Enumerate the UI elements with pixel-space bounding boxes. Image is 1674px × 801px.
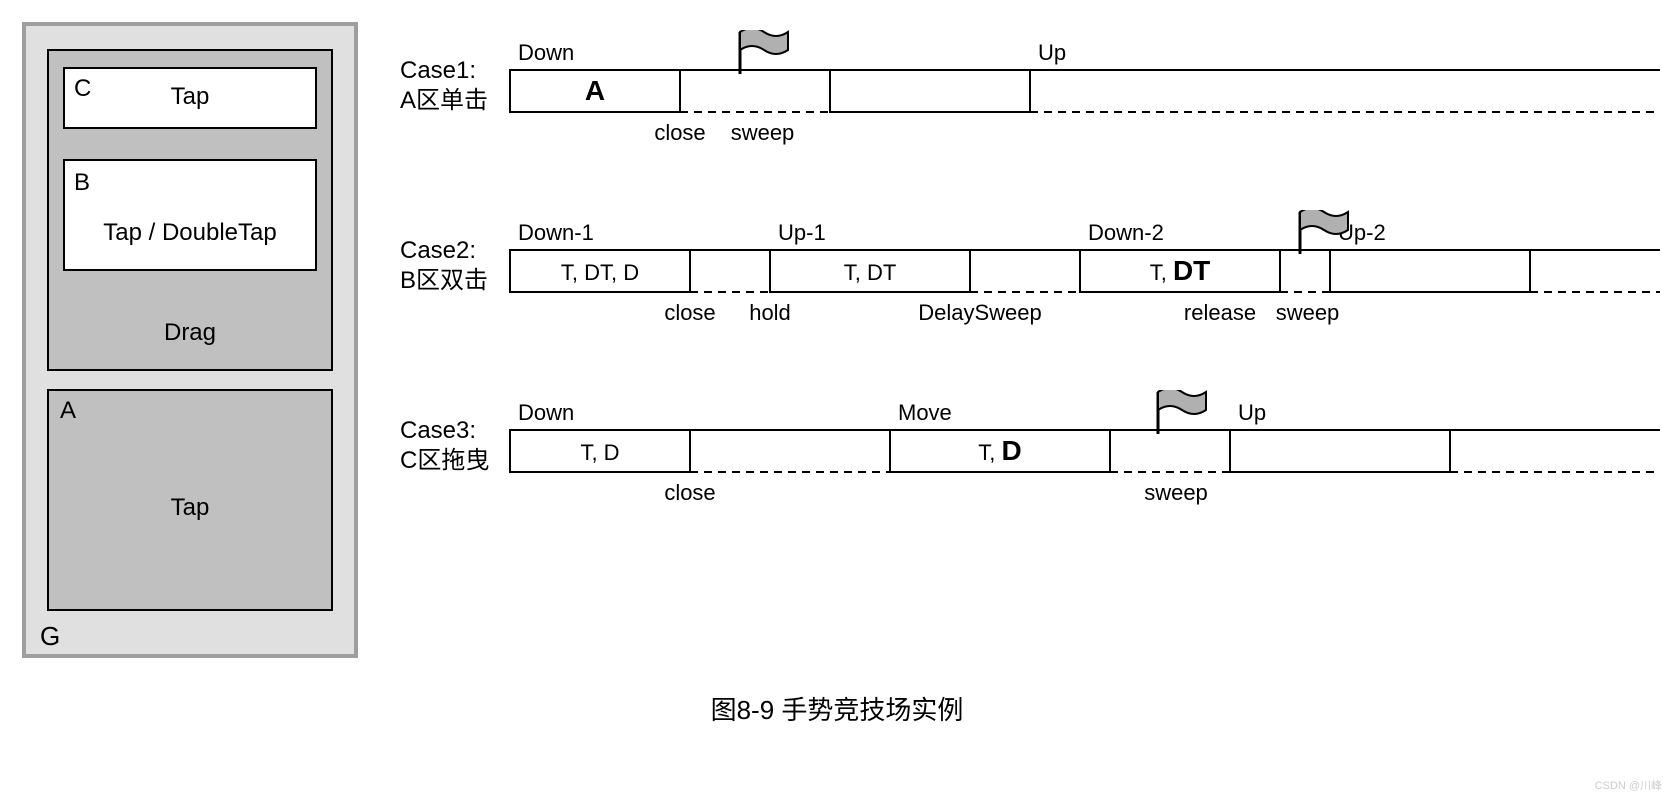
watermark: CSDN @川峰: [1595, 777, 1662, 793]
timeline-case3: Case3:C区拖曳DownT, DMoveT, DUpclosesweep: [400, 390, 1660, 520]
svg-text:sweep: sweep: [731, 120, 795, 145]
svg-text:B区双击: B区双击: [400, 267, 488, 294]
svg-text:G: G: [40, 621, 60, 651]
svg-text:A: A: [60, 397, 76, 424]
svg-text:close: close: [664, 300, 715, 325]
svg-text:sweep: sweep: [1276, 300, 1340, 325]
svg-text:hold: hold: [749, 300, 791, 325]
svg-text:C区拖曳: C区拖曳: [400, 447, 489, 474]
svg-text:T, DT, D: T, DT, D: [561, 260, 639, 285]
svg-text:Tap: Tap: [171, 494, 210, 521]
svg-text:DelaySweep: DelaySweep: [918, 300, 1042, 325]
svg-text:close: close: [654, 120, 705, 145]
svg-text:Case2:: Case2:: [400, 237, 476, 264]
svg-text:Case1:: Case1:: [400, 57, 476, 84]
svg-text:Tap: Tap: [171, 83, 210, 110]
figure-caption: 图8-9 手势竞技场实例: [20, 690, 1654, 727]
svg-text:Tap / DoubleTap: Tap / DoubleTap: [103, 219, 276, 246]
svg-text:T, D: T, D: [580, 440, 619, 465]
svg-text:close: close: [664, 480, 715, 505]
svg-text:sweep: sweep: [1144, 480, 1208, 505]
svg-text:Case3:: Case3:: [400, 417, 476, 444]
svg-text:C: C: [74, 75, 91, 102]
svg-text:Up: Up: [1038, 40, 1066, 65]
svg-text:Down-2: Down-2: [1088, 220, 1164, 245]
timeline-case1: Case1: A区单击 Down A Up close sweep: [400, 30, 1660, 160]
svg-text:Down-1: Down-1: [518, 220, 594, 245]
gesture-regions-diagram: G C Tap B Tap / DoubleTap Drag A Tap: [20, 20, 360, 660]
svg-text:Move: Move: [898, 400, 952, 425]
svg-text:Up-1: Up-1: [778, 220, 826, 245]
svg-text:Down: Down: [518, 400, 574, 425]
svg-text:Drag: Drag: [164, 319, 216, 346]
svg-text:A: A: [585, 75, 605, 106]
svg-text:release: release: [1184, 300, 1256, 325]
svg-text:Down: Down: [518, 40, 574, 65]
timeline-case2: Case2: B区双击 Down-1 T, DT, D Up-1 T, DT Down-2 T…: [400, 210, 1660, 340]
svg-text:T, DT: T, DT: [1150, 255, 1211, 286]
svg-text:A区单击: A区单击: [400, 87, 488, 114]
svg-text:Up: Up: [1238, 400, 1266, 425]
svg-text:T, D: T, D: [978, 435, 1021, 466]
timelines-panel: Case1: A区单击 Down A Up close sweep Case2: B区双击 Do…: [400, 20, 1660, 520]
svg-text:T, DT: T, DT: [844, 260, 897, 285]
svg-text:B: B: [74, 169, 90, 196]
